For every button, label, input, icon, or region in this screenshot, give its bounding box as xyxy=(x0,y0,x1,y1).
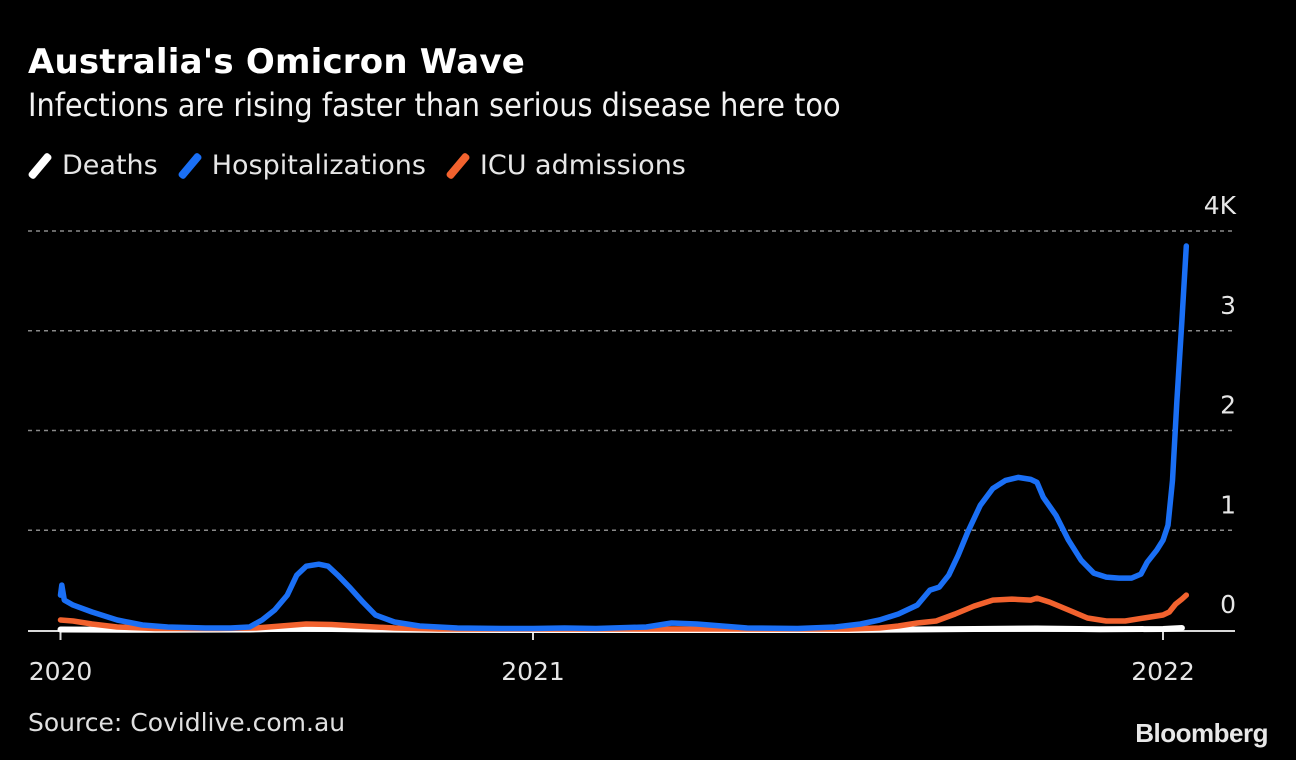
bloomberg-logo: Bloomberg xyxy=(1135,718,1268,748)
legend-label-hospitalizations: Hospitalizations xyxy=(211,150,426,181)
x-tick-label: 2022 xyxy=(1131,657,1195,686)
y-tick-label: 0 xyxy=(1220,590,1236,619)
series-line-icu-admissions xyxy=(57,592,1190,632)
x-tick-label: 2021 xyxy=(501,657,565,686)
x-axis: 2020 2021 2022 xyxy=(28,630,1235,686)
y-tick-label: 3 xyxy=(1220,291,1236,320)
chart-title: Australia's Omicron Wave xyxy=(28,42,526,82)
legend-item-hospitalizations: Hospitalizations xyxy=(177,150,426,181)
y-tick-label: 1 xyxy=(1220,490,1236,519)
legend-label-deaths: Deaths xyxy=(62,150,158,181)
grid-lines xyxy=(28,230,1235,531)
legend-item-deaths: Deaths xyxy=(27,150,158,181)
legend: Deaths Hospitalizations ICU admissions xyxy=(27,150,708,181)
source-note: Source: Covidlive.com.au xyxy=(28,708,346,737)
y-tick-label: 4K xyxy=(1204,191,1237,220)
legend-label-icu: ICU admissions xyxy=(479,150,686,181)
series-lines xyxy=(57,243,1190,633)
legend-item-icu: ICU admissions xyxy=(445,150,686,181)
x-tick-label: 2020 xyxy=(29,657,93,686)
series-line-hospitalizations xyxy=(57,243,1190,632)
chart-subtitle: Infections are rising faster than seriou… xyxy=(28,86,841,124)
y-tick-label: 2 xyxy=(1220,391,1236,420)
y-axis: 0 1 2 3 4K xyxy=(1204,191,1237,619)
